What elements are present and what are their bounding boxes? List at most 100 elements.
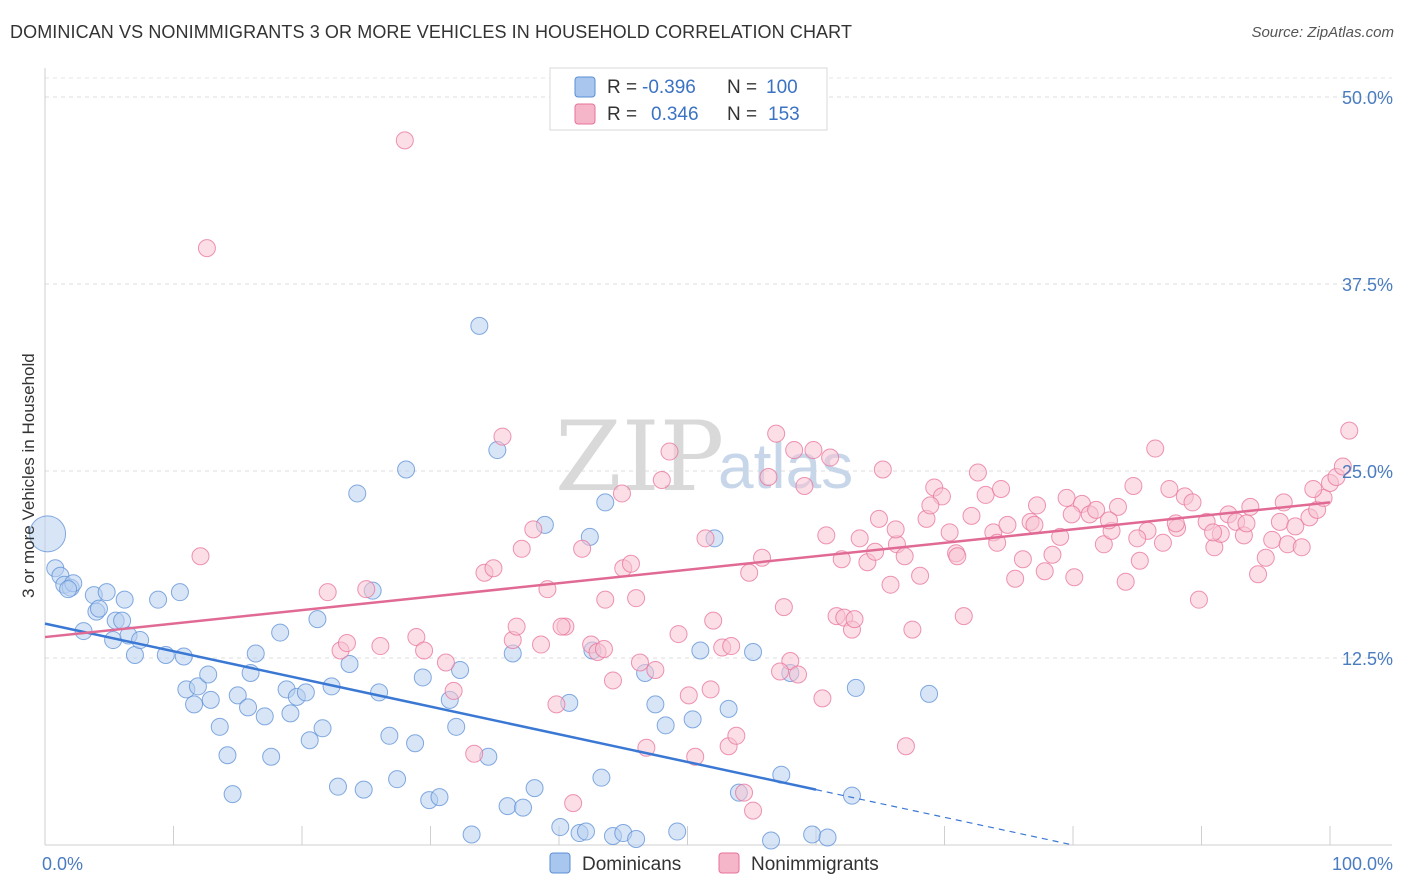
legend-bottom: Dominicans Nonimmigrants [549,852,879,875]
nonimmigrants-point [744,801,763,820]
dominicans-point [397,460,416,479]
nonimmigrants-point [652,470,671,489]
dominicans-point [744,643,763,662]
legend-n-label: N = [727,77,757,98]
nonimmigrants-point [660,442,679,461]
nonimmigrants-point [1065,568,1084,587]
nonimmigrants-point [1153,533,1172,552]
nonimmigrants-point [444,681,463,700]
nonimmigrants-point [1025,515,1044,534]
nonimmigrants-point [804,441,823,460]
dominicans-point [576,822,595,841]
nonimmigrants-point [524,520,543,539]
nonimmigrants-point [603,671,622,690]
dominicans-point [262,747,281,766]
nonimmigrants-point [911,566,930,585]
nonimmigrants-point [1204,523,1223,542]
nonimmigrants-point [484,559,503,578]
nonimmigrants-point [696,529,715,548]
legend-r-value: 0.346 [651,104,699,125]
nonimmigrants-point [1013,550,1032,569]
nonimmigrants-point [1304,479,1323,498]
legend-label-dominicans: Dominicans [582,854,681,875]
chart-title: DOMINICAN VS NONIMMIGRANTS 3 OR MORE VEH… [10,22,853,42]
nonimmigrants-point [318,583,337,602]
dominicans-point [228,686,247,705]
nonimmigrants-point [962,506,981,525]
dominicans-point [447,717,466,736]
dominicans-point [803,825,822,844]
legend-n-label: N = [727,104,757,125]
nonimmigrants-point [1087,500,1106,519]
nonimmigrants-point [621,554,640,573]
x-tick-label: 100.0% [1332,854,1393,874]
nonimmigrants-point [1116,572,1135,591]
dominicans-point [170,583,189,602]
dominicans-point [255,707,274,726]
dominicans-point [719,699,738,718]
nonimmigrants-point [1128,529,1147,548]
dominicans-point [210,717,229,736]
nonimmigrants-point [896,737,915,756]
nonimmigrants-point [1183,493,1202,512]
dominicans-point [514,798,533,817]
y-axis-label: 3 or more Vehicles in Household [19,353,38,598]
nonimmigrants-point [532,635,551,654]
nonimmigrants-point [1237,514,1256,533]
nonimmigrants-point [850,529,869,548]
nonimmigrants-point [1146,439,1165,458]
legend-swatch-dominicans [549,852,571,874]
nonimmigrants-point [191,547,210,566]
dominicans-point [223,785,242,804]
dominicans-point [246,644,265,663]
dominicans-point [370,683,389,702]
legend-r-value: -0.396 [642,77,696,98]
nonimmigrants-point [552,617,571,636]
dominicans-point [525,779,544,798]
dominicans-point [149,590,168,609]
x-tick-label: 0.0% [42,854,83,874]
nonimmigrants-point [669,625,688,644]
dominicans-point [551,818,570,837]
nonimmigrants-point [1094,535,1113,554]
dominicans-point [218,746,237,765]
nonimmigrants-point [1006,569,1025,588]
nonimmigrants-point [845,610,864,629]
dominicans-point [413,668,432,687]
nonimmigrants-point [735,783,754,802]
legend-label-nonimmigrants: Nonimmigrants [751,854,879,875]
y-tick-label: 50.0% [1342,88,1393,108]
nonimmigrants-point [564,794,583,813]
nonimmigrants-point [1270,512,1289,531]
legend-top: R = -0.396 N = 100 R = 0.346 N = 153 [549,67,828,131]
nonimmigrants-point [594,640,613,659]
dominicans-point [201,690,220,709]
nonimmigrants-point [1130,551,1149,570]
dominicans-point [271,623,290,642]
nonimmigrants-point [596,590,615,609]
nonimmigrants-point [767,424,786,443]
dominicans-point [174,647,193,666]
nonimmigrants-point [704,611,723,630]
y-tick-label: 12.5% [1342,649,1393,669]
nonimmigrants-point [774,598,793,617]
nonimmigrants-point [630,653,649,672]
nonimmigrants-point [869,509,888,528]
nonimmigrants-point [1241,497,1260,516]
dominicans-point [340,654,359,673]
nonimmigrants-point [998,515,1017,534]
nonimmigrants-point [436,653,455,672]
nonimmigrants-point [679,686,698,705]
trend-lines [44,501,1331,846]
nonimmigrants-point [817,526,836,545]
dominicans-point [430,788,449,807]
dominicans-points [29,316,939,850]
dominicans-point [188,677,207,696]
nonimmigrants-point [821,448,840,467]
x-tick-labels: 0.0% 100.0% [42,854,1393,874]
nonimmigrants-point [1256,548,1275,567]
nonimmigrants-point [1263,530,1282,549]
dominicans-point [354,780,373,799]
dominicans-point [115,590,134,609]
nonimmigrants-point [415,641,434,660]
